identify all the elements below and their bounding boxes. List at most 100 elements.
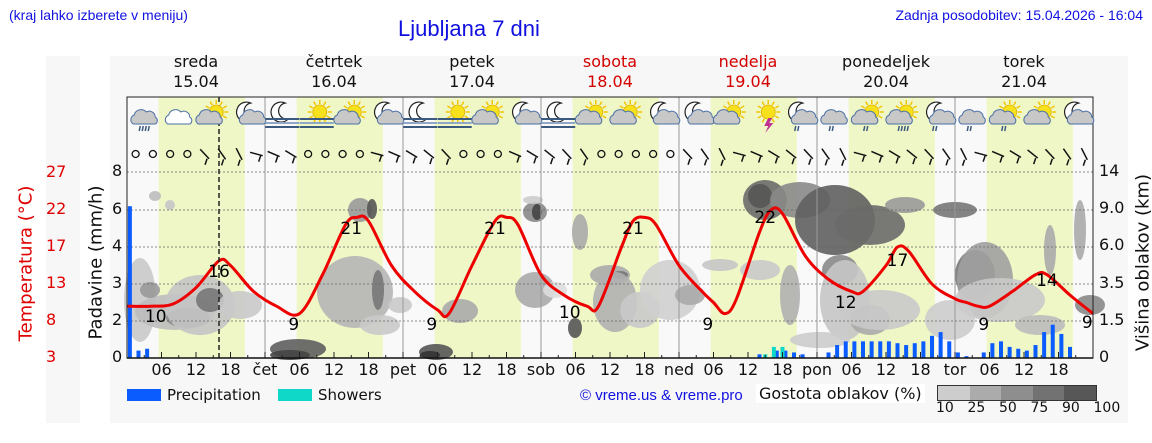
wind-barb-icon: [682, 148, 693, 165]
region-hint-link[interactable]: (kraj lahko izberete v meniju): [9, 7, 188, 23]
temperature-value-label: 21: [484, 219, 506, 239]
x-tick-label: 18: [1048, 360, 1069, 379]
cloud-height-tick: 14: [1099, 161, 1120, 180]
cloud-blob: [748, 184, 772, 208]
x-tick-label: 06: [565, 360, 586, 379]
cloud-rain-icon: [130, 109, 158, 132]
wind-feather: [429, 157, 433, 165]
precipitation-bar: [792, 352, 796, 358]
wind-calm-icon: [183, 149, 192, 159]
wind-feather: [720, 159, 724, 167]
sun-ray: [326, 105, 331, 109]
sun-ray: [761, 101, 765, 106]
sun-ray: [222, 105, 228, 109]
showers-legend-swatch: [278, 389, 312, 401]
cloud-density-tick: 75: [1030, 400, 1049, 416]
cloud-blob: [420, 351, 440, 359]
cloud-height-tick: 6.0: [1099, 235, 1125, 254]
wind-feather: [1049, 158, 1054, 165]
cloud-blob: [572, 214, 588, 250]
cloud-blob: [1075, 295, 1105, 315]
cloud-blob: [740, 260, 780, 280]
cloud-blob: [568, 318, 582, 338]
wind-shaft: [508, 150, 522, 158]
sun-ray: [727, 101, 731, 106]
moon-cloud-icon: [649, 101, 681, 125]
wind-calm-icon: [321, 149, 330, 159]
day-name: nedelja: [718, 52, 778, 71]
rain-drop: [828, 125, 831, 132]
wind-shaft: [249, 151, 263, 157]
cloud-shape: [712, 109, 741, 125]
wind-shaft: [839, 147, 847, 161]
day-name: četrtek: [305, 52, 363, 71]
wind-shaft: [906, 149, 918, 159]
precipitation-bar: [145, 348, 150, 358]
wind-barb-icon: [785, 149, 797, 165]
sun-ray: [464, 115, 469, 119]
rain-drop: [794, 125, 797, 132]
credit-link[interactable]: © vreme.us & vreme.pro: [580, 387, 743, 404]
wind-feather: [740, 155, 745, 162]
moon-shape: [270, 101, 290, 123]
cloud-icon: [164, 109, 193, 125]
sun-cloud-icon: [333, 100, 367, 125]
cloud-shape: [790, 109, 819, 125]
day-date: 17.04: [449, 72, 495, 91]
wind-feather: [257, 155, 262, 162]
cloud-shape: [609, 109, 637, 125]
wind-barb-icon: [906, 149, 918, 165]
sun-ray: [222, 115, 228, 119]
wind-calm-icon: [476, 149, 485, 159]
cloud-blob: [523, 196, 543, 204]
wind-shaft: [284, 150, 297, 158]
wind-feather: [378, 155, 383, 162]
sun-ray: [209, 101, 213, 106]
temperature-tick: 27: [46, 162, 67, 181]
sun-ray: [761, 118, 765, 123]
wind-shaft: [1062, 148, 1072, 160]
cloud-blob: [840, 290, 920, 330]
sun-cloud-icon: [1023, 100, 1057, 125]
wind-feather: [1066, 159, 1070, 166]
x-tick-label: ned: [663, 360, 695, 379]
wind-barb-icon: [1062, 148, 1072, 166]
rain-drop: [897, 125, 900, 132]
moon-cloud-drizzle-icon: [787, 101, 819, 132]
wind-calm-icon: [131, 149, 140, 159]
cloud-density-tick: 100: [1093, 400, 1121, 416]
sun-ray: [878, 105, 883, 109]
sun-ray: [636, 105, 642, 109]
wind-shaft: [924, 148, 935, 160]
cloud-blob: [218, 291, 262, 319]
wind-barb-icon: [750, 150, 763, 163]
cloud-shape: [1023, 109, 1051, 125]
sun-ray: [308, 105, 314, 109]
rain-drop: [138, 125, 141, 132]
wind-feather: [220, 159, 225, 166]
rain-drop: [144, 125, 147, 132]
sun-ray: [360, 105, 366, 109]
precip-tick: 6: [112, 199, 123, 218]
temperature-value-label: 22: [754, 208, 776, 228]
wind-feather: [237, 159, 241, 167]
wind-calm-icon: [165, 149, 175, 159]
x-tick-label: 12: [461, 360, 483, 379]
cloud-blob: [388, 297, 412, 313]
wind-feather: [895, 157, 899, 164]
precipitation-bar: [1068, 346, 1072, 358]
precipitation-bar: [1059, 333, 1064, 358]
cloud-shape: [574, 109, 603, 125]
precipitation-bar: [938, 332, 943, 358]
precipitation-bar: [912, 343, 917, 358]
sun-fog-icon: [437, 100, 472, 128]
wind-barb-icon: [199, 148, 210, 165]
wind-shaft: [871, 150, 884, 158]
cloud-blob: [1015, 315, 1065, 335]
x-tick-label: 18: [910, 360, 931, 379]
sun-ray: [722, 105, 728, 109]
sun-ray: [875, 101, 879, 106]
wind-barb-icon: [942, 148, 951, 166]
wind-shaft: [1080, 147, 1088, 161]
lightning-bolt: [764, 118, 774, 133]
